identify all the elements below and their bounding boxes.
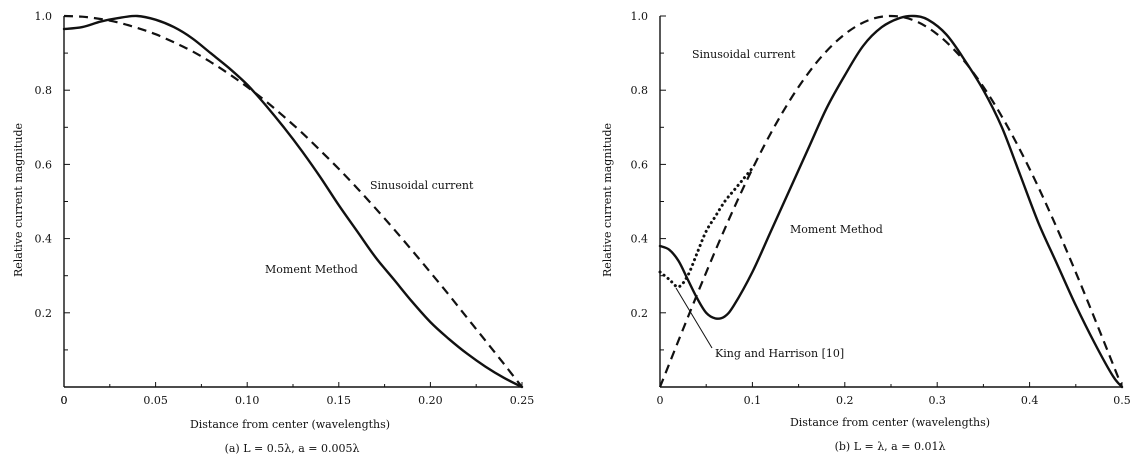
panel-b-series-king-and-harrison-10 bbox=[658, 166, 754, 289]
panel-b-x-tick-label: 0.1 bbox=[744, 394, 762, 407]
panel-a-xlabel: Distance from center (wavelengths) bbox=[190, 418, 390, 431]
panel-a-x-tick-label: 0.10 bbox=[235, 394, 260, 407]
panel-b-xlabel: Distance from center (wavelengths) bbox=[790, 416, 990, 429]
panel-a-curves bbox=[62, 14, 524, 389]
panel-a-y-tick-label: 0.8 bbox=[35, 84, 53, 97]
panel-a-caption: (a) L = 0.5λ, a = 0.005λ bbox=[225, 442, 360, 455]
panel-b-caption: (b) L = λ, a = 0.01λ bbox=[835, 440, 946, 453]
panel-b-annotation-king: King and Harrison [10] bbox=[715, 347, 844, 360]
panel-b-y-tick-label: 0.8 bbox=[631, 84, 649, 97]
panel-b-annotation-sinusoidal: Sinusoidal current bbox=[692, 48, 796, 61]
panel-b-y-tick-label: 1.0 bbox=[631, 10, 649, 23]
panel-a-y-tick-label: 0.6 bbox=[35, 158, 53, 171]
panel-b-x-tick-label: 0 bbox=[657, 394, 664, 407]
panel-b-axes bbox=[659, 16, 1122, 388]
chart-panel-b: 00.10.20.30.40.50.20.40.60.81.00 Relativ… bbox=[601, 10, 1131, 453]
panel-b-annotation-moment: Moment Method bbox=[790, 223, 883, 236]
panel-a-series-sinusoidal-current bbox=[63, 14, 523, 388]
panel-a-x-tick-label: 0.05 bbox=[143, 394, 168, 407]
panel-a-x-tick-label: 0.25 bbox=[510, 394, 535, 407]
panel-b-x-tick-label: 0.5 bbox=[1113, 394, 1131, 407]
panel-b-y-tick-label: 0.4 bbox=[631, 233, 649, 246]
panel-a-axes bbox=[63, 16, 522, 388]
panel-b-y-tick-label: 0.2 bbox=[631, 307, 649, 320]
panel-a-series-moment-method bbox=[62, 14, 524, 389]
panel-a-x-tick-label: 0 bbox=[61, 394, 68, 407]
panel-b-curves bbox=[658, 14, 1124, 389]
panel-b-series-sinusoidal-current bbox=[658, 14, 1124, 388]
panel-a-x-tick-label: 0.15 bbox=[327, 394, 352, 407]
panel-a-ticks: 0 0.05 0.10 0.15 0.20 0.250.20.40.60.81.00 bbox=[35, 10, 535, 407]
panel-b-ticks: 00.10.20.30.40.50.20.40.60.81.00 bbox=[631, 10, 1131, 407]
panel-b-ylabel: Relative current magnitude bbox=[601, 123, 614, 277]
panel-a-y-tick-label: 0.4 bbox=[35, 233, 53, 246]
panel-b-series-moment-method bbox=[658, 14, 1124, 389]
panel-a-y-tick-label: 1.0 bbox=[35, 10, 53, 23]
panel-a-annotation-moment: Moment Method bbox=[265, 263, 358, 276]
panel-b-x-tick-label: 0.3 bbox=[928, 394, 946, 407]
panel-a-x-tick-label: 0.20 bbox=[418, 394, 443, 407]
panel-a-origin-label: 0 bbox=[61, 394, 68, 407]
panel-b-y-tick-label: 0.6 bbox=[631, 158, 649, 171]
panel-a-ylabel: Relative current magnitude bbox=[12, 123, 25, 277]
panel-b-x-tick-label: 0.2 bbox=[836, 394, 854, 407]
panel-b-leader-line bbox=[675, 287, 713, 349]
panel-b-x-tick-label: 0.4 bbox=[1021, 394, 1039, 407]
panel-a-annotation-sinusoidal: Sinusoidal current bbox=[370, 179, 474, 192]
panel-a-y-tick-label: 0.2 bbox=[35, 307, 53, 320]
chart-panel-a: 0 0.05 0.10 0.15 0.20 0.250.20.40.60.81.00 Re… bbox=[12, 10, 534, 455]
